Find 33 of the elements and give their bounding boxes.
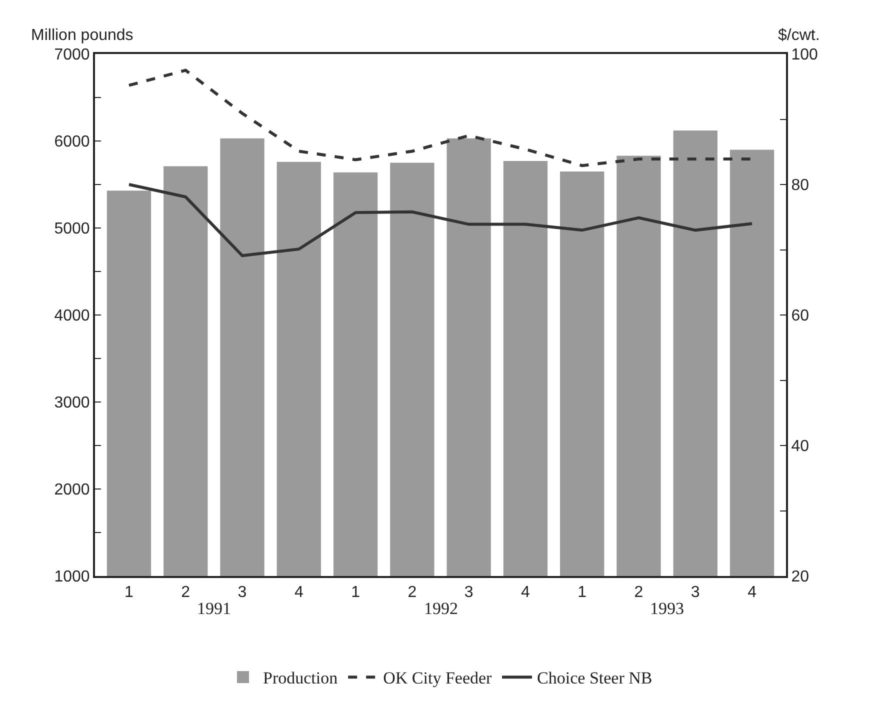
y2-tick-label: 20	[791, 568, 810, 586]
y-axis-title: Million pounds	[31, 27, 134, 44]
text: 1992	[424, 599, 458, 618]
y2-tick-label: 60	[791, 308, 810, 325]
y2-tick-label: 40	[791, 438, 810, 456]
legend-label: Production	[263, 668, 338, 688]
y-tick-label: 3000	[54, 394, 90, 412]
x-tick-label: 3	[464, 584, 474, 602]
line-series	[127, 183, 754, 258]
x-tick-label: 3	[690, 584, 700, 602]
x-tick-label: 1	[351, 584, 360, 602]
y-tick-label: 4000	[54, 308, 90, 325]
x-tick-label: 4	[294, 584, 304, 602]
y-tick-label: 6000	[54, 134, 90, 151]
legend-label: OK City Feeder	[383, 668, 492, 688]
x-tick-label: 2	[181, 584, 190, 602]
x-tick-label: 4	[748, 584, 757, 602]
y-tick-label: 7000	[54, 46, 90, 64]
x-tick-label: 4	[521, 584, 530, 602]
y2-tick-label: 100	[791, 46, 818, 64]
text: 1993	[650, 599, 684, 618]
y-tick-label: 5000	[54, 220, 90, 238]
x-tick-label: 1	[124, 584, 134, 602]
x-tick-label: 1	[578, 584, 587, 602]
y-tick-label: 2000	[54, 482, 90, 499]
y2-axis-title: $/cwt.	[778, 27, 820, 44]
y-tick-label: 1000	[54, 568, 90, 586]
x-tick-label: 2	[408, 584, 417, 602]
legend-label: Choice Steer NB	[537, 668, 652, 688]
text: 1991	[197, 599, 231, 618]
x-tick-label: 2	[634, 584, 644, 602]
y2-tick-label: 80	[791, 177, 810, 194]
x-tick-label: 3	[238, 584, 247, 602]
